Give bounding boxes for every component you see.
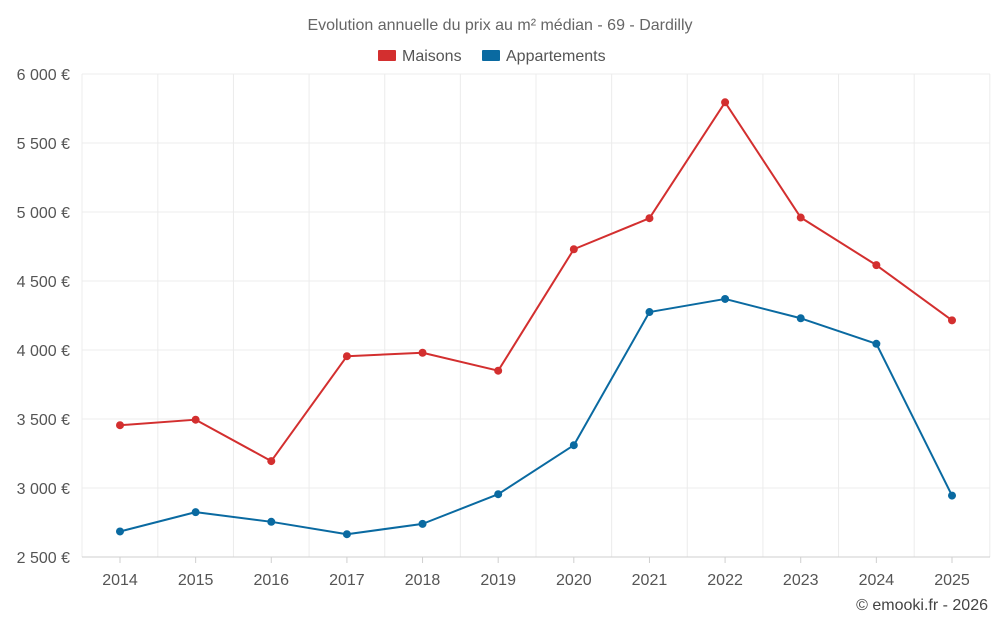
y-tick-label: 3 000 € — [17, 481, 70, 498]
data-point-maisons[interactable] — [569, 245, 578, 254]
axis-layer — [82, 556, 990, 563]
data-point-appartements[interactable] — [267, 517, 276, 526]
data-point-maisons[interactable] — [645, 214, 654, 223]
legend-label-maisons[interactable]: Maisons — [402, 48, 462, 65]
series-line-appartements[interactable] — [119, 297, 953, 536]
y-tick-label: 3 500 € — [17, 412, 70, 429]
data-point-appartements[interactable] — [342, 530, 351, 539]
x-tick-label: 2015 — [178, 572, 214, 589]
data-point-appartements[interactable] — [796, 314, 805, 323]
data-point-appartements[interactable] — [948, 491, 956, 500]
data-point-maisons[interactable] — [342, 352, 351, 361]
data-point-maisons[interactable] — [872, 261, 881, 270]
y-tick-label: 2 500 € — [17, 550, 70, 567]
x-tick-label: 2024 — [859, 572, 895, 589]
x-tick-label: 2019 — [480, 572, 516, 589]
label-layer: 6 000 € 5 500 € 5 000 € 4 500 € 4 000 € 3 500… — [17, 67, 970, 589]
x-tick-label: 2017 — [329, 572, 365, 589]
legend-label-appartements[interactable]: Appartements — [506, 48, 606, 65]
x-tick-label: 2020 — [556, 572, 592, 589]
data-point-appartements[interactable] — [116, 527, 124, 536]
data-point-appartements[interactable] — [872, 339, 881, 348]
grid-layer — [81, 73, 991, 557]
legend-swatch-appartements[interactable] — [482, 50, 500, 61]
data-point-maisons[interactable] — [948, 316, 956, 325]
credit-text: © emooki.fr - 2026 — [856, 597, 988, 614]
y-tick-label: 4 500 € — [17, 274, 70, 291]
y-tick-label: 6 000 € — [17, 67, 70, 84]
legend-swatch-maisons[interactable] — [378, 50, 396, 61]
data-point-maisons[interactable] — [116, 421, 124, 430]
data-point-appartements[interactable] — [569, 441, 578, 450]
data-point-appartements[interactable] — [721, 294, 730, 303]
series-layer — [116, 98, 956, 539]
data-point-appartements[interactable] — [418, 519, 427, 528]
data-point-maisons[interactable] — [721, 98, 730, 107]
data-point-appartements[interactable] — [645, 308, 654, 317]
data-point-maisons[interactable] — [418, 348, 427, 357]
x-tick-label: 2016 — [253, 572, 289, 589]
y-tick-label: 4 000 € — [17, 343, 70, 360]
series-line-maisons[interactable] — [119, 101, 953, 463]
y-tick-label: 5 000 € — [17, 205, 70, 222]
data-point-maisons[interactable] — [191, 415, 200, 424]
data-point-appartements[interactable] — [191, 508, 200, 517]
x-tick-label: 2014 — [102, 572, 138, 589]
x-tick-label: 2025 — [934, 572, 970, 589]
x-tick-label: 2018 — [405, 572, 441, 589]
x-tick-label: 2021 — [632, 572, 668, 589]
x-tick-label: 2022 — [707, 572, 743, 589]
data-point-maisons[interactable] — [267, 457, 276, 466]
x-tick-label: 2023 — [783, 572, 819, 589]
data-point-appartements[interactable] — [494, 490, 503, 499]
legend[interactable]: Maisons Appartements — [378, 48, 606, 65]
data-point-maisons[interactable] — [796, 213, 805, 222]
data-point-maisons[interactable] — [494, 366, 503, 375]
chart-title: Evolution annuelle du prix au m² médian … — [307, 17, 692, 34]
y-tick-label: 5 500 € — [17, 136, 70, 153]
